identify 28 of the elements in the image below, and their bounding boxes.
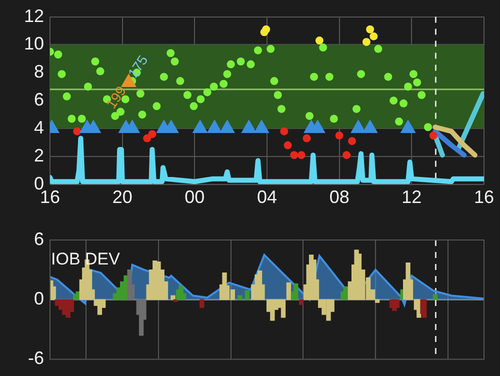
bar [294, 283, 298, 300]
x-tick-label: 12 [402, 187, 422, 208]
y-tick-label: -6 [28, 348, 44, 368]
y-tick-label: 8 [34, 62, 44, 82]
y-tick-label: 2 [34, 145, 44, 166]
y-tick-label: 10 [24, 34, 44, 54]
y-tick-label: 0 [34, 288, 44, 309]
annotation: 175 [124, 52, 151, 81]
bar [238, 295, 242, 300]
bar [200, 299, 204, 308]
y-tick-label: 4 [34, 118, 44, 138]
bar [432, 294, 438, 300]
x-tick-label: 20 [112, 187, 132, 208]
x-tick-label: 08 [329, 187, 350, 208]
x-tick-label: 00 [184, 187, 205, 208]
y-tick-label: 12 [24, 6, 44, 26]
x-tick-label: 04 [256, 187, 278, 208]
y-tick-label: 6 [34, 228, 44, 249]
bar [343, 286, 348, 300]
bar [170, 295, 176, 300]
bar [422, 299, 427, 318]
annotation: 199 [102, 82, 130, 112]
x-tick-label: 16 [474, 187, 494, 208]
bar [394, 299, 400, 308]
y-tick-label: 6 [34, 90, 44, 110]
bar [299, 299, 304, 305]
bar [244, 290, 250, 300]
annotation: IOB DEV [51, 250, 121, 269]
